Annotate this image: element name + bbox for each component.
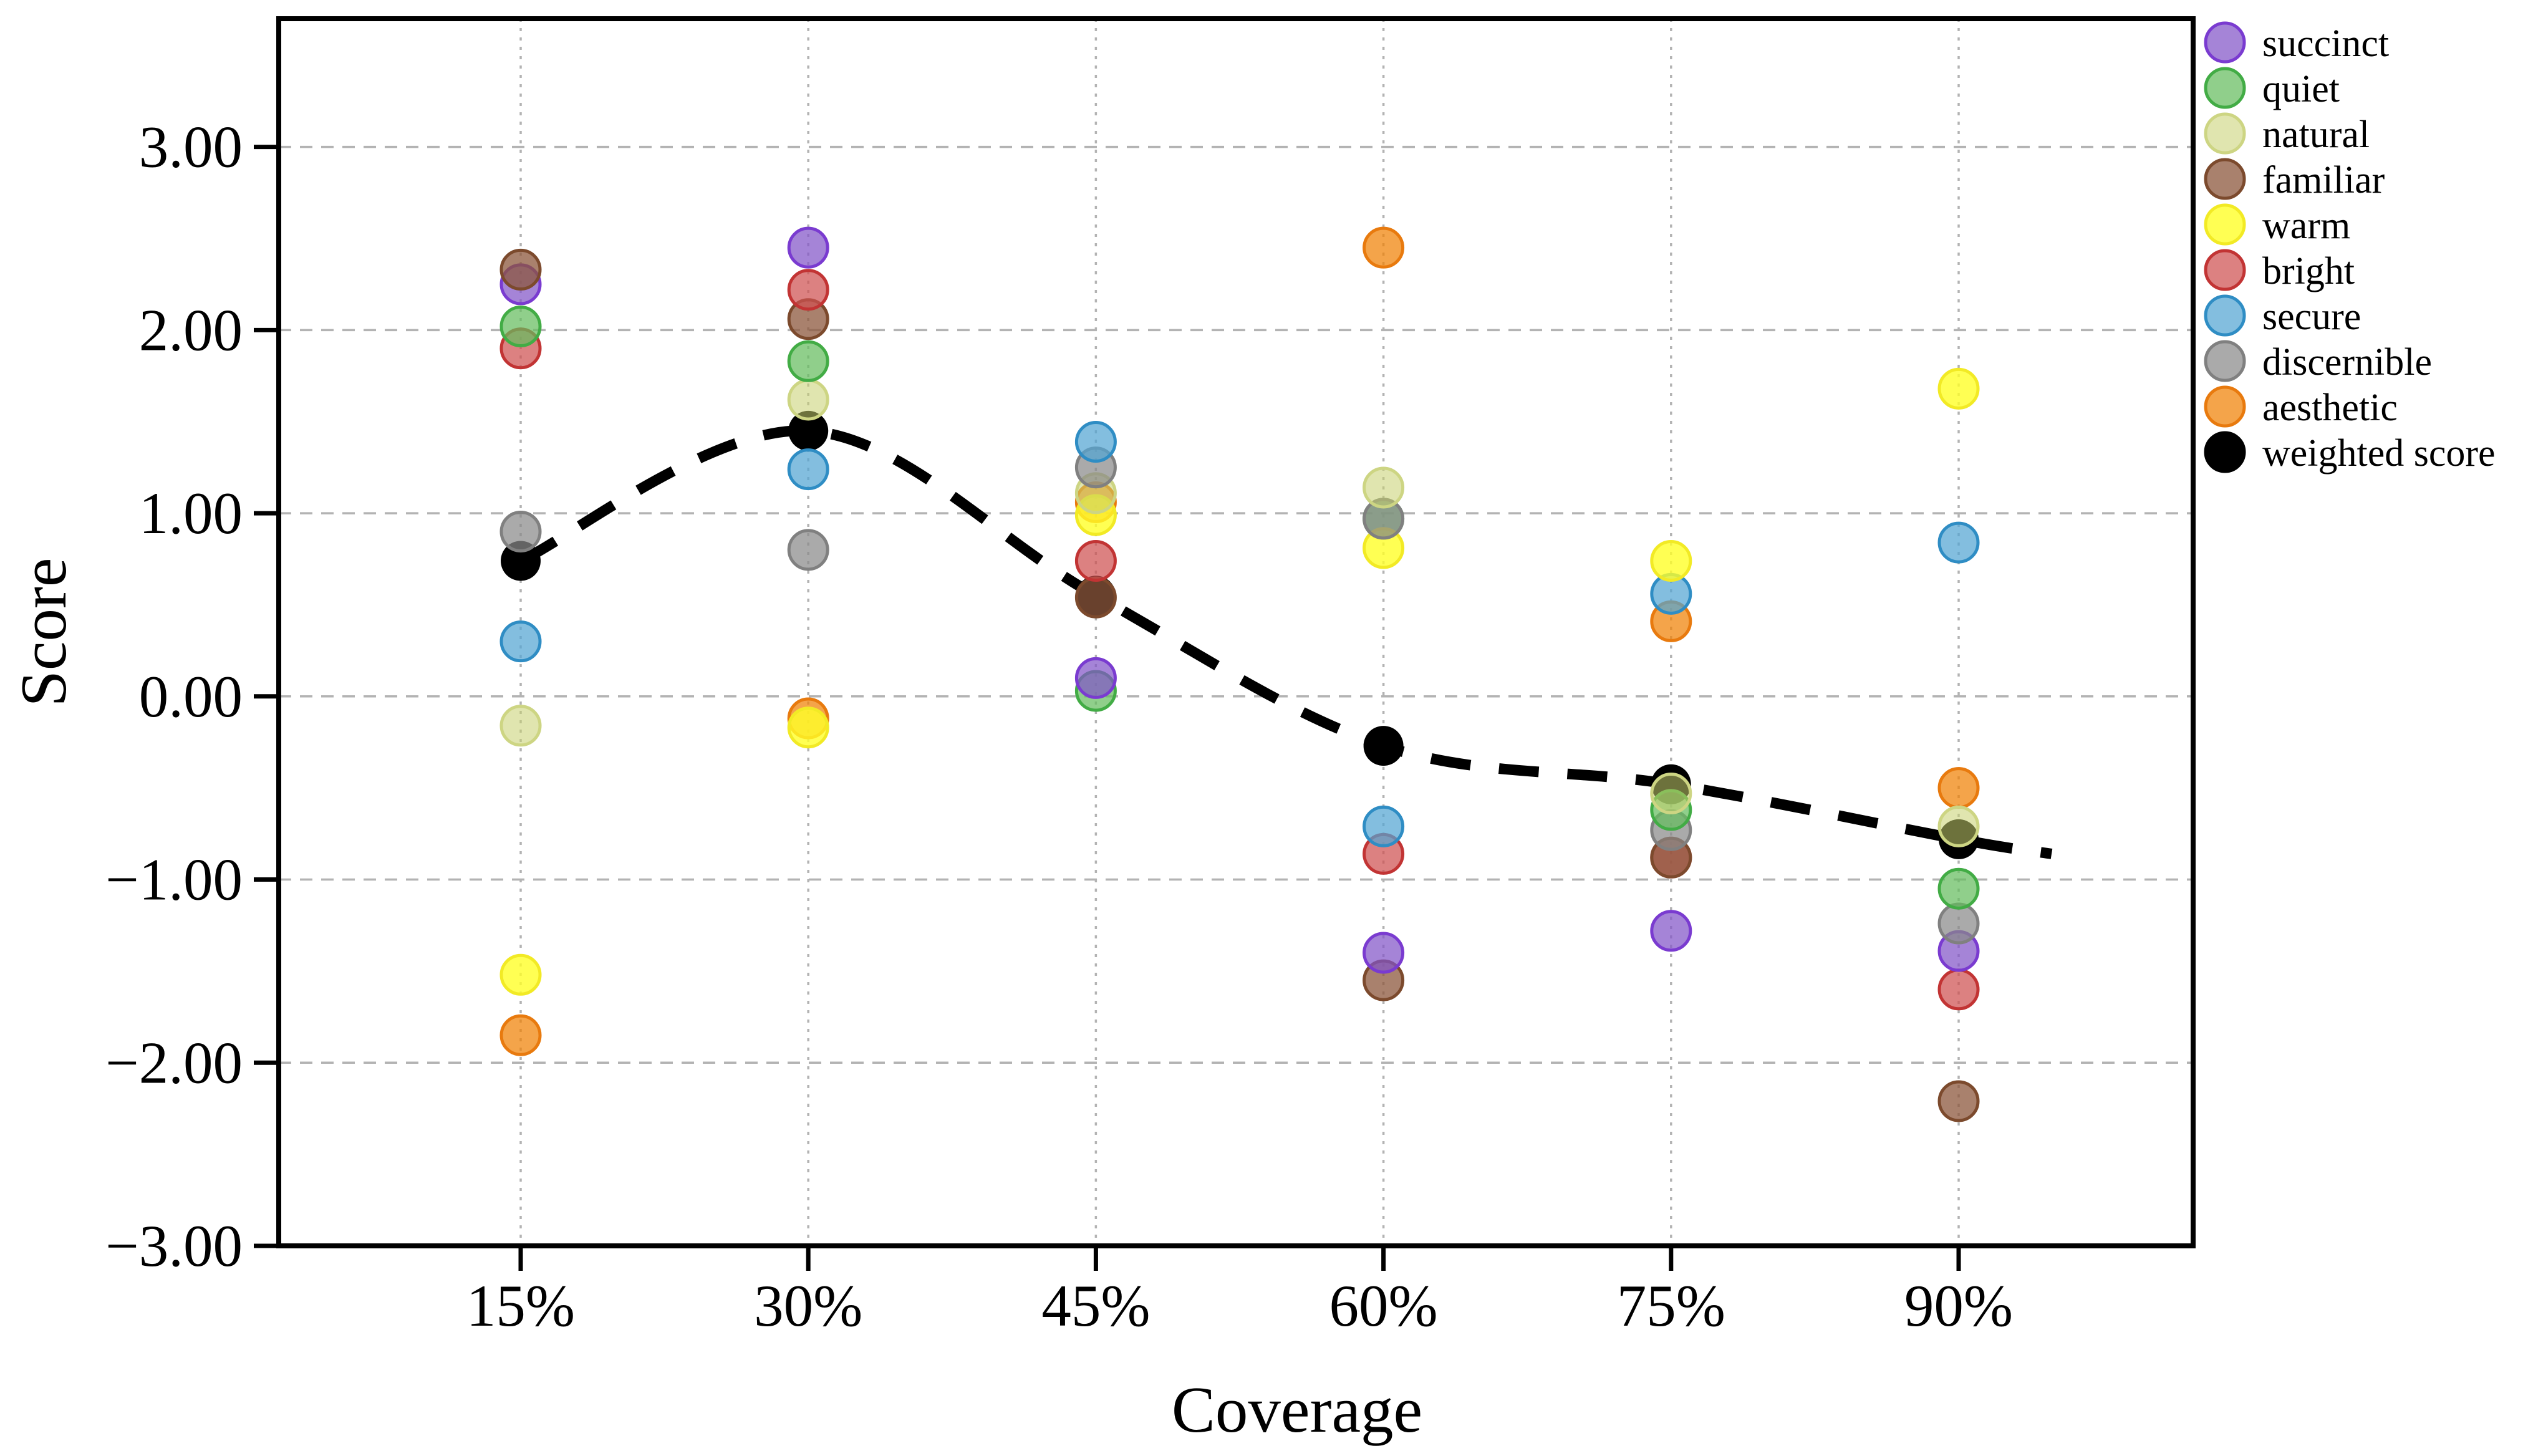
legend-item-succinct: succinct <box>2204 21 2389 65</box>
x-tick-label-45: 45% <box>1041 1273 1150 1339</box>
legend-label-weighted-score: weighted score <box>2262 432 2496 475</box>
point-succinct-60 <box>1363 932 1405 974</box>
legend-marker-aesthetic-icon <box>2204 385 2246 428</box>
point-bright-30 <box>787 269 829 311</box>
y-tick-label--3: −3.00 <box>105 1213 243 1279</box>
y-tick-label--1: −1.00 <box>105 847 243 913</box>
legend-label-secure: secure <box>2262 296 2361 338</box>
y-axis-label: Score <box>7 557 80 706</box>
point-aesthetic-60 <box>1363 226 1405 269</box>
legend-marker-natural-icon <box>2204 112 2246 155</box>
point-natural-75 <box>1650 772 1692 814</box>
legend-item-discernible: discernible <box>2204 340 2432 383</box>
point-weighted-score-15 <box>501 541 541 581</box>
axis-ticks <box>254 145 1961 1271</box>
scatter-points-layer <box>499 226 1980 1122</box>
x-tick-label-30: 30% <box>754 1273 862 1339</box>
y-tick-label-0: 0.00 <box>139 663 243 730</box>
y-tick-label-3: 3.00 <box>139 114 243 180</box>
legend-label-quiet: quiet <box>2262 68 2340 110</box>
point-warm-90 <box>1937 367 1980 410</box>
point-discernible-30 <box>787 529 829 571</box>
x-tick-label-60: 60% <box>1329 1273 1438 1339</box>
legend-marker-weighted-score-icon <box>2204 431 2246 473</box>
x-tick-label-15: 15% <box>466 1273 575 1339</box>
y-tick-label--2: −2.00 <box>105 1029 243 1096</box>
legend-item-warm: warm <box>2204 203 2350 247</box>
gridlines <box>279 19 2193 1246</box>
point-secure-90 <box>1937 521 1980 564</box>
legend-marker-secure-icon <box>2204 294 2246 337</box>
plot-box <box>276 16 2196 1248</box>
point-succinct-45 <box>1074 657 1117 699</box>
point-natural-30 <box>787 378 829 421</box>
legend-marker-warm-icon <box>2204 203 2246 246</box>
point-natural-15 <box>499 705 542 747</box>
point-discernible-90 <box>1937 902 1980 945</box>
point-secure-30 <box>787 448 829 491</box>
point-natural-90 <box>1937 805 1980 847</box>
point-succinct-75 <box>1650 910 1692 952</box>
legend-marker-familiar-icon <box>2204 158 2246 200</box>
point-succinct-30 <box>787 226 829 269</box>
point-warm-75 <box>1650 539 1692 582</box>
y-tick-label-1: 1.00 <box>139 480 243 546</box>
point-bright-90 <box>1937 968 1980 1011</box>
point-secure-60 <box>1363 805 1405 847</box>
axis-tick-labels: 3.00 2.00 1.00 0.00 −1.00 −2.00 −3.00 15% 30% 45%… <box>105 114 2013 1339</box>
x-axis-label: Coverage <box>1172 1373 1422 1446</box>
legend-label-aesthetic: aesthetic <box>2262 387 2398 429</box>
point-weighted-score-60 <box>1363 726 1404 766</box>
point-quiet-30 <box>787 340 829 382</box>
legend-item-weighted-score: weighted score <box>2204 431 2496 475</box>
point-quiet-15 <box>499 305 542 347</box>
point-quiet-90 <box>1937 867 1980 910</box>
point-aesthetic-90 <box>1937 767 1980 809</box>
legend: succinctquietnaturalfamiliarwarmbrightse… <box>2204 21 2496 475</box>
legend-marker-quiet-icon <box>2204 67 2246 109</box>
point-secure-45 <box>1074 421 1117 463</box>
point-weighted-score-30 <box>788 410 829 451</box>
legend-item-aesthetic: aesthetic <box>2204 385 2398 429</box>
point-warm-15 <box>499 953 542 996</box>
x-tick-label-75: 75% <box>1617 1273 1725 1339</box>
weighted-score-line-layer <box>501 410 2053 859</box>
legend-item-natural: natural <box>2204 112 2370 156</box>
legend-label-discernible: discernible <box>2262 341 2432 383</box>
point-discernible-15 <box>499 510 542 552</box>
x-tick-label-90: 90% <box>1904 1273 2013 1339</box>
legend-label-bright: bright <box>2262 250 2355 292</box>
legend-marker-bright-icon <box>2204 249 2246 291</box>
legend-label-warm: warm <box>2262 205 2350 247</box>
y-tick-label-2: 2.00 <box>139 297 243 363</box>
plot-border <box>276 16 2196 1248</box>
legend-label-familiar: familiar <box>2262 159 2385 201</box>
legend-label-natural: natural <box>2262 113 2370 156</box>
point-familiar-15 <box>499 248 542 291</box>
point-bright-45 <box>1074 539 1117 582</box>
point-aesthetic-15 <box>499 1014 542 1056</box>
legend-item-bright: bright <box>2204 249 2355 292</box>
legend-item-quiet: quiet <box>2204 67 2340 110</box>
legend-label-succinct: succinct <box>2262 22 2389 65</box>
point-familiar-90 <box>1937 1080 1980 1122</box>
legend-marker-succinct-icon <box>2204 21 2246 64</box>
legend-marker-discernible-icon <box>2204 340 2246 382</box>
legend-item-familiar: familiar <box>2204 158 2385 201</box>
point-warm-30 <box>787 706 829 749</box>
point-familiar-45 <box>1074 576 1117 619</box>
weighted-score-line <box>518 425 2053 859</box>
point-secure-15 <box>499 620 542 663</box>
legend-item-secure: secure <box>2204 294 2361 338</box>
point-natural-60 <box>1363 466 1405 509</box>
